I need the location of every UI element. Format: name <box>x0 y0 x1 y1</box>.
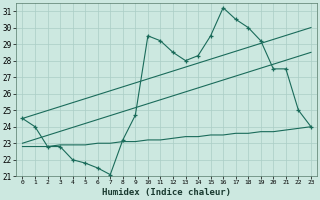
X-axis label: Humidex (Indice chaleur): Humidex (Indice chaleur) <box>102 188 231 197</box>
